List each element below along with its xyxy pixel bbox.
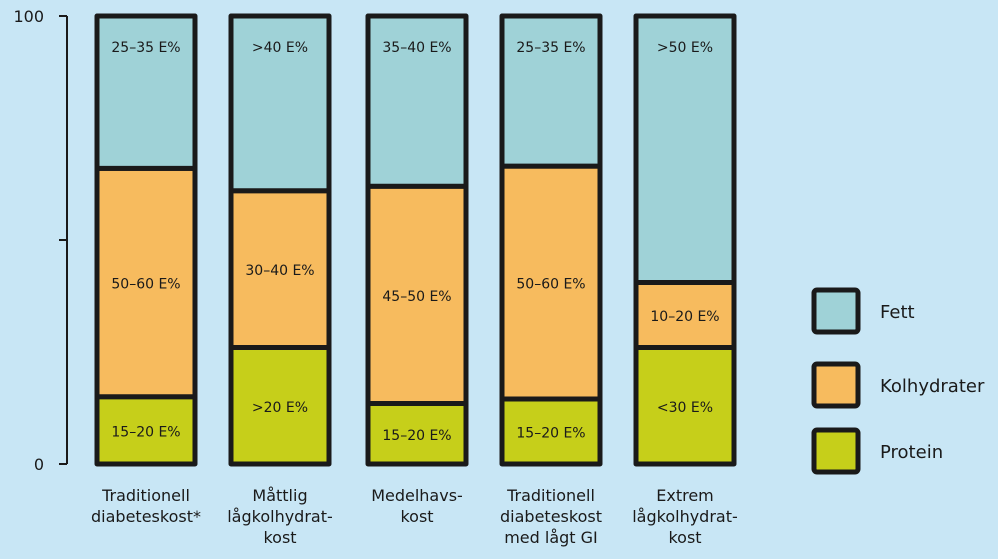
bar-segment-fett xyxy=(499,13,603,169)
bar-segment-protein xyxy=(499,396,603,467)
y-axis: 0 100 xyxy=(13,7,68,474)
y-tick-label: 0 xyxy=(34,455,44,474)
bar-segment-label: 25–35 E% xyxy=(516,40,585,56)
bar-segment-kolhydrater xyxy=(228,188,332,351)
bar-segment-label: <30 E% xyxy=(657,400,713,416)
x-tick-label-line: Extrem xyxy=(656,486,714,505)
bar-segment-label: 10–20 E% xyxy=(650,309,719,325)
x-tick-label: Medelhavs-kost xyxy=(371,486,463,526)
bar-segment-fett xyxy=(94,13,198,171)
x-tick-label-line: Medelhavs- xyxy=(371,486,463,505)
bar-segment-label: >50 E% xyxy=(657,40,713,56)
bar-segment-label: 45–50 E% xyxy=(382,289,451,305)
bar-segment-label: >40 E% xyxy=(252,40,308,56)
bar-stack: >20 E% 30–40 E% >40 E% xyxy=(228,13,332,467)
bar-segment-fett xyxy=(228,13,332,194)
bar-segment-kolhydrater xyxy=(94,165,198,400)
bars: 15–20 E% 50–60 E% 25–35 E% >20 E% 30–40 E% >4… xyxy=(94,13,737,467)
bar-stack: 15–20 E% 50–60 E% 25–35 E% xyxy=(94,13,198,467)
bar-segment-label: 15–20 E% xyxy=(516,426,585,442)
x-tick-label-line: kost xyxy=(668,528,701,547)
bar-segment-kolhydrater xyxy=(365,183,469,407)
legend-swatch xyxy=(811,361,861,409)
x-tick-label-line: kost xyxy=(263,528,296,547)
bar-segment-protein xyxy=(94,394,198,467)
bar-segment-label: >20 E% xyxy=(252,400,308,416)
x-tick-label-line: Traditionell xyxy=(506,486,595,505)
bar-stack: <30 E% 10–20 E% >50 E% xyxy=(633,13,737,467)
legend-item-fett: Fett xyxy=(811,287,915,335)
x-tick-label-line: diabeteskost* xyxy=(91,507,201,526)
bar-segment-label: 50–60 E% xyxy=(516,277,585,293)
legend: Fett Kolhydrater Protein xyxy=(811,287,985,475)
x-tick-label: Traditionell diabeteskost med lågt GI xyxy=(500,486,602,547)
bar-segment-label: 15–20 E% xyxy=(382,428,451,444)
x-tick-label: Extrem lågkolhydrat-kost xyxy=(632,486,738,547)
bar-segment-label: 30–40 E% xyxy=(245,263,314,279)
legend-item-kolhydrater: Kolhydrater xyxy=(811,361,985,409)
bar-segment-label: 15–20 E% xyxy=(111,424,180,440)
x-tick-label-line: med lågt GI xyxy=(504,528,598,547)
legend-label: Kolhydrater xyxy=(880,376,985,397)
x-tick-label-line: Traditionell xyxy=(101,486,190,505)
x-tick-label-line: lågkolhydrat- xyxy=(632,507,738,526)
x-tick-labels: Traditionell diabeteskost* Måttlig lågkolhy… xyxy=(91,486,738,547)
bar-segment-label: 50–60 E% xyxy=(111,277,180,293)
bar-stack: 15–20 E% 50–60 E% 25–35 E% xyxy=(499,13,603,467)
legend-swatch xyxy=(811,427,861,475)
x-tick-label-line: kost xyxy=(400,507,433,526)
x-tick-label-line: lågkolhydrat- xyxy=(227,507,333,526)
bar-segment-label: 35–40 E% xyxy=(382,40,451,56)
bar-segment-protein xyxy=(633,345,737,467)
legend-label: Protein xyxy=(880,442,943,463)
legend-item-protein: Protein xyxy=(811,427,943,475)
y-tick-label: 100 xyxy=(13,7,44,26)
bar-segment-label: 25–35 E% xyxy=(111,40,180,56)
x-tick-label-line: diabeteskost xyxy=(500,507,602,526)
bar-segment-fett xyxy=(633,13,737,286)
bar-stack: 15–20 E% 45–50 E% 35–40 E% xyxy=(365,13,469,467)
legend-label: Fett xyxy=(880,302,915,323)
legend-swatch xyxy=(811,287,861,335)
x-tick-label: Traditionell diabeteskost* xyxy=(91,486,201,526)
x-tick-label: Måttlig lågkolhydrat-kost xyxy=(227,486,333,547)
bar-segment-fett xyxy=(365,13,469,189)
x-tick-label-line: Måttlig xyxy=(252,486,307,505)
